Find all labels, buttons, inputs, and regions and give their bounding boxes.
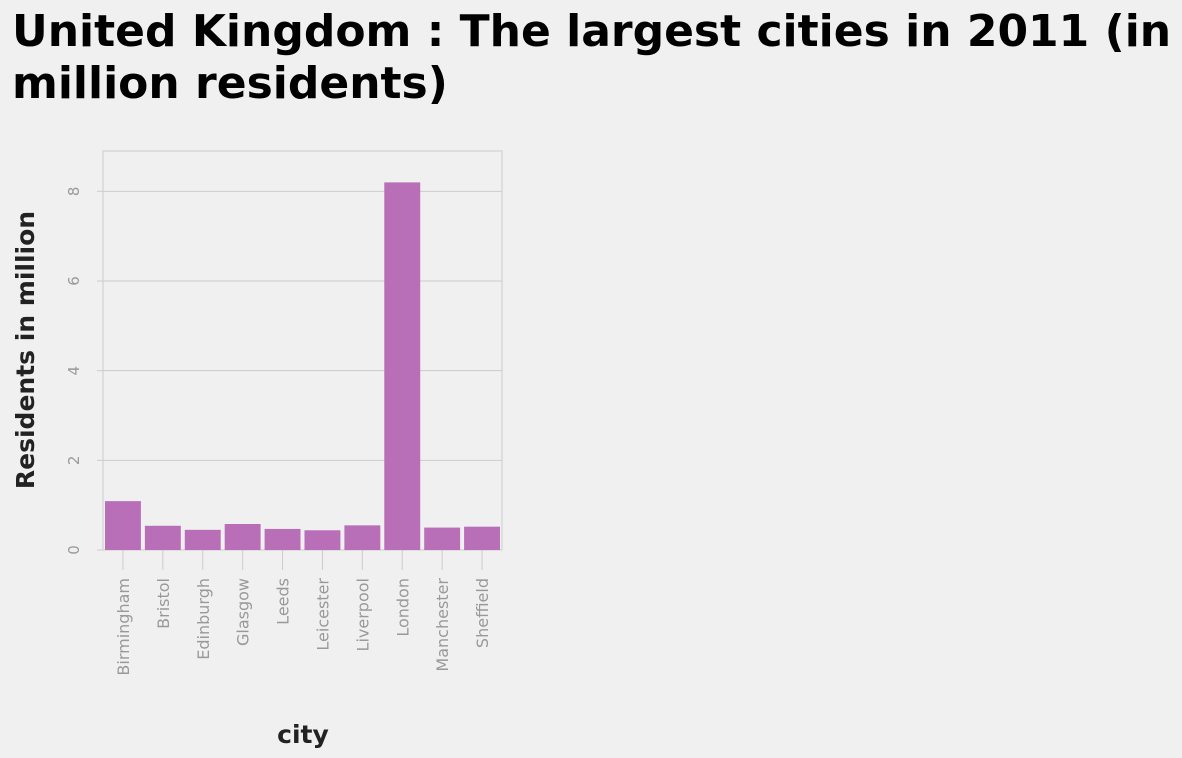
y-axis-label: Residents in million [11, 211, 40, 489]
y-tick-label: 0 [65, 545, 83, 555]
y-tick-label: 6 [65, 276, 83, 286]
x-axis-label: city [277, 720, 329, 749]
bar-glasgow [224, 523, 261, 550]
bar-london [384, 182, 421, 550]
x-tick-label: Leicester [313, 578, 332, 651]
x-tick-label: Glasgow [234, 578, 253, 646]
bar-sheffield [464, 526, 501, 550]
x-axis-ticks: Birmingham Bristol Edinburgh Glasgow Leeds Le… [114, 550, 492, 676]
chart-title: United Kingdom : The largest cities in 2… [12, 6, 1172, 109]
bar-bristol [144, 525, 181, 550]
bar-birmingham [104, 501, 141, 550]
bar-liverpool [344, 525, 381, 550]
x-tick-label: Birmingham [114, 578, 133, 676]
x-tick-label: Bristol [154, 578, 173, 629]
bars [104, 182, 501, 550]
bar-edinburgh [184, 529, 221, 550]
x-tick-label: Liverpool [353, 578, 372, 651]
x-tick-label: London [393, 578, 412, 637]
gridlines [103, 190, 502, 461]
plot-area [102, 150, 503, 551]
x-tick-label: Leeds [274, 578, 293, 625]
y-axis-ticks: 0 2 4 6 8 [65, 187, 103, 555]
plot-frame [102, 150, 503, 551]
x-tick-label: Edinburgh [194, 578, 213, 660]
x-tick-label: Manchester [433, 578, 452, 672]
y-tick-label: 2 [65, 456, 83, 466]
x-tick-label: Sheffield [473, 578, 492, 648]
bar-manchester [424, 527, 461, 550]
bar-leeds [264, 528, 301, 550]
bar-leicester [304, 530, 341, 550]
y-tick-label: 8 [65, 187, 83, 197]
y-tick-label: 4 [65, 366, 83, 376]
